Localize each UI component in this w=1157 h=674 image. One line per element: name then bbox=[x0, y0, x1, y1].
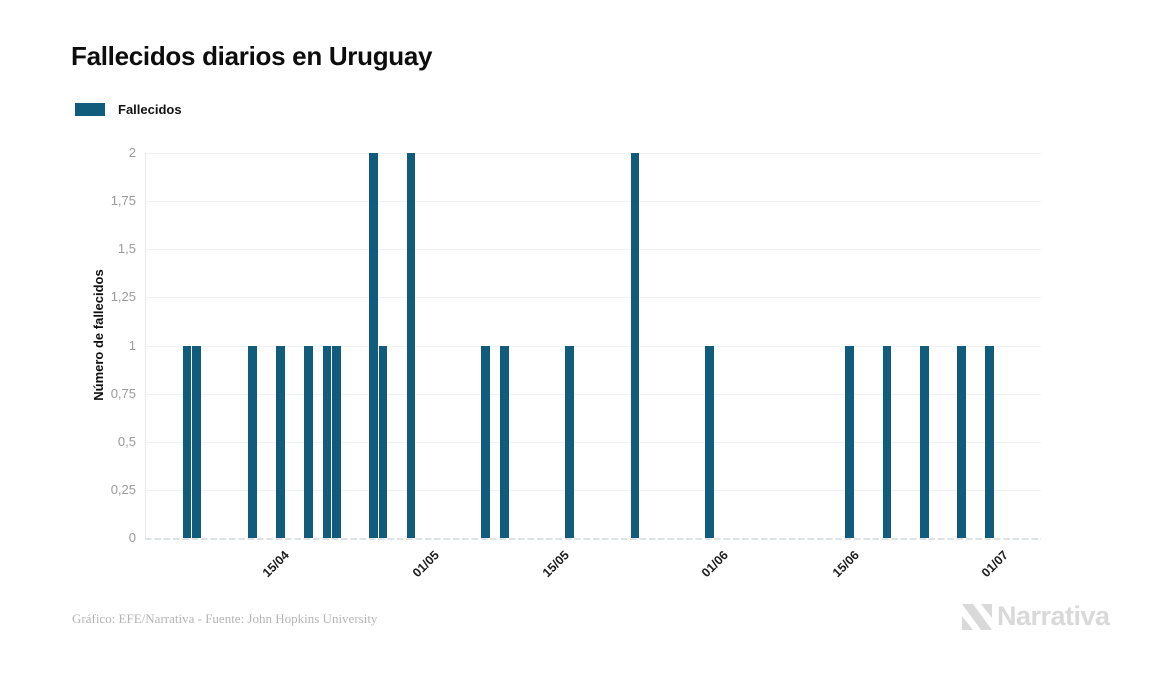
bar-25/04[interactable] bbox=[369, 153, 378, 538]
x-axis-tick-label: 15/05 bbox=[540, 548, 573, 581]
gridline bbox=[145, 249, 1041, 251]
bar-06/04[interactable] bbox=[192, 345, 201, 538]
page-title: Fallecidos diarios en Uruguay bbox=[71, 41, 433, 71]
bar-18/04[interactable] bbox=[304, 345, 313, 538]
y-axis-tick-label: 2 bbox=[128, 145, 136, 160]
x-axis-tick-label: 01/07 bbox=[978, 548, 1011, 581]
gridline bbox=[145, 393, 1041, 395]
y-axis-tick-label: 0,5 bbox=[117, 433, 136, 449]
gridline bbox=[145, 345, 1041, 347]
y-axis-tick-label: 0,75 bbox=[110, 385, 136, 401]
gridline bbox=[145, 201, 1041, 203]
bar-31/05[interactable] bbox=[705, 345, 714, 538]
bar-23/06[interactable] bbox=[920, 345, 929, 538]
narrativa-logo-text: Narrativa bbox=[997, 601, 1110, 631]
y-axis-tick-label: 1 bbox=[128, 337, 136, 353]
legend-label: Fallecidos bbox=[118, 102, 182, 117]
bar-09/05[interactable] bbox=[500, 345, 509, 538]
bar-27/06[interactable] bbox=[957, 345, 966, 538]
x-axis-tick-label: 15/06 bbox=[829, 548, 862, 581]
bar-19/06[interactable] bbox=[882, 345, 892, 538]
bar-23/05[interactable] bbox=[630, 153, 640, 538]
gridline bbox=[145, 297, 1041, 299]
y-axis-tick-label: 0 bbox=[128, 530, 136, 545]
y-axis-title: Número de fallecidos bbox=[91, 269, 106, 401]
gridline bbox=[145, 153, 1041, 154]
bar-15/04[interactable] bbox=[276, 345, 285, 538]
bar-16/05[interactable] bbox=[565, 345, 574, 538]
bar-30/06[interactable] bbox=[985, 345, 994, 538]
bar-12/04[interactable] bbox=[248, 345, 257, 538]
legend-item-fallecidos[interactable]: Fallecidos bbox=[75, 102, 182, 117]
gridline bbox=[145, 441, 1041, 443]
x-axis-baseline bbox=[145, 538, 1041, 540]
y-axis-line bbox=[145, 153, 146, 538]
y-axis-tick-label: 0,25 bbox=[110, 481, 136, 497]
y-axis-tick-label: 1,75 bbox=[110, 193, 136, 209]
gridline bbox=[145, 489, 1041, 491]
y-axis-tick-label: 1,5 bbox=[117, 241, 136, 257]
narrativa-logo-icon bbox=[962, 603, 992, 630]
x-axis-tick-label: 15/04 bbox=[260, 548, 293, 581]
x-axis-tick-label: 01/05 bbox=[409, 548, 442, 581]
bar-29/04[interactable] bbox=[406, 153, 416, 538]
bar-15/06[interactable] bbox=[845, 345, 854, 538]
bar-05/04[interactable] bbox=[182, 345, 192, 538]
legend-swatch bbox=[75, 103, 105, 116]
y-axis-tick-label: 1,25 bbox=[110, 289, 136, 305]
chart-credit: Gráfico: EFE/Narrativa - Fuente: John Ho… bbox=[72, 611, 378, 626]
bar-20/04[interactable] bbox=[322, 345, 332, 538]
bar-26/04[interactable] bbox=[378, 345, 388, 538]
bar-21/04[interactable] bbox=[332, 345, 341, 538]
x-axis-tick-label: 01/06 bbox=[698, 548, 731, 581]
bar-07/05[interactable] bbox=[481, 345, 490, 538]
narrativa-logo: Narrativa bbox=[960, 601, 1110, 632]
